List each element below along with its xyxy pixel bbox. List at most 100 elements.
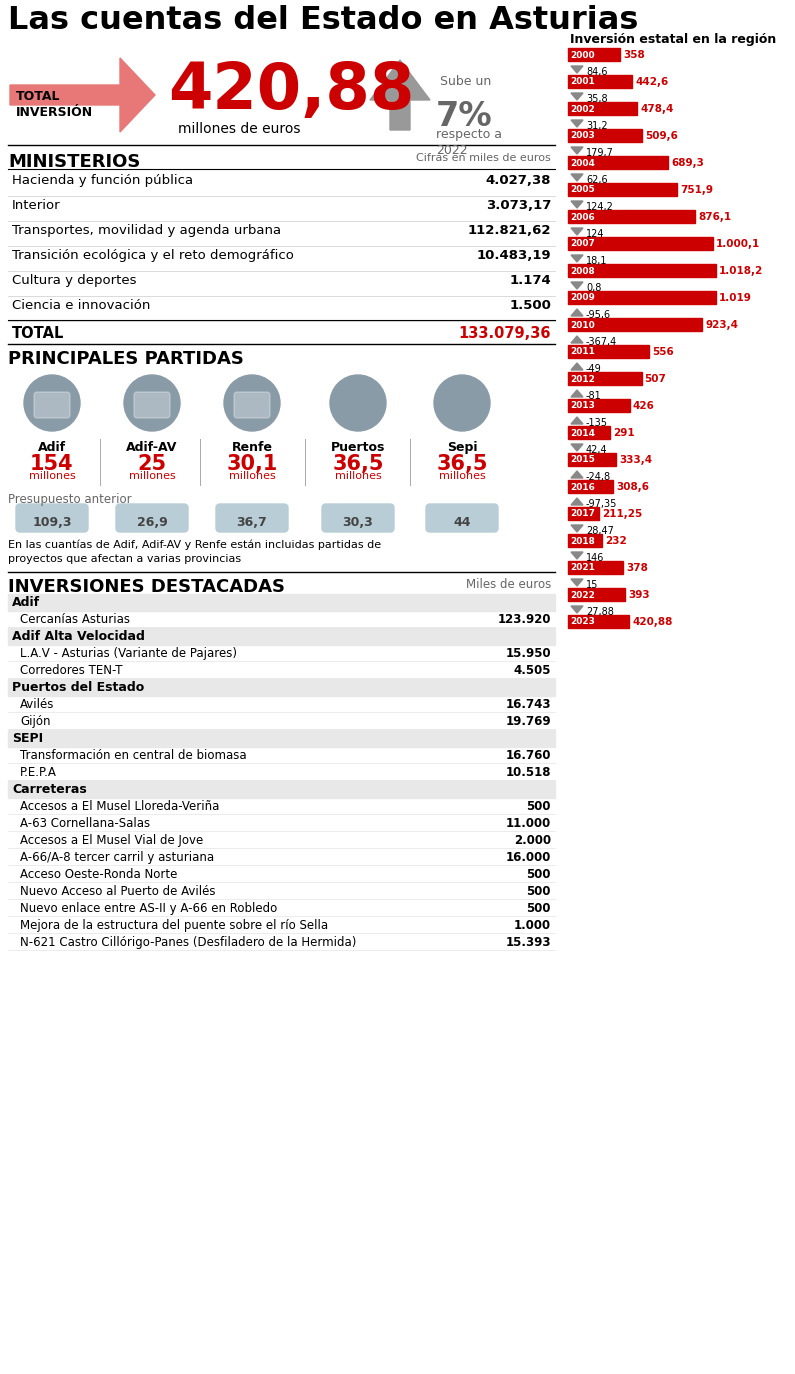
Text: Nuevo enlace entre AS-II y A-66 en Robledo: Nuevo enlace entre AS-II y A-66 en Roble… [20,901,277,915]
Text: 876,1: 876,1 [698,212,731,223]
Text: 211,25: 211,25 [602,508,642,519]
Text: 378: 378 [626,563,648,573]
Text: Cercanías Asturias: Cercanías Asturias [20,613,130,627]
Text: 2017: 2017 [570,510,595,518]
Text: Adif: Adif [38,441,66,453]
Bar [568,264,716,278]
Text: millones: millones [439,471,486,481]
Text: millones: millones [229,471,275,481]
Text: Presupuesto anterior: Presupuesto anterior [8,493,132,506]
Text: 426: 426 [633,401,655,411]
Text: 10.483,19: 10.483,19 [476,249,551,262]
Text: 19.769: 19.769 [506,714,551,728]
Bar [568,480,613,493]
Polygon shape [571,228,583,235]
Text: Las cuentas del Estado en Asturias: Las cuentas del Estado en Asturias [8,5,638,36]
Bar [568,588,625,600]
Text: 1.174: 1.174 [510,273,551,287]
Text: 44: 44 [453,517,471,529]
Bar [568,317,702,331]
Text: -95,6: -95,6 [586,311,611,320]
Text: Cultura y deportes: Cultura y deportes [12,273,137,287]
Text: 11.000: 11.000 [506,818,551,830]
Text: 179,7: 179,7 [586,148,614,158]
Bar [8,780,555,798]
Text: Acceso Oeste-Ronda Norte: Acceso Oeste-Ronda Norte [20,868,177,881]
Text: 109,3: 109,3 [33,517,72,529]
Text: 2008: 2008 [570,267,595,276]
Text: 25: 25 [138,453,167,474]
Circle shape [124,375,180,431]
Text: 2.000: 2.000 [514,834,551,846]
Bar [568,236,713,250]
Bar [568,210,696,223]
Text: 30,3: 30,3 [343,517,374,529]
Text: -49: -49 [586,364,602,374]
Bar [568,561,623,574]
Polygon shape [571,120,583,126]
Bar [8,679,555,697]
Text: Puertos: Puertos [331,441,386,453]
Text: INVERSIONES DESTACADAS: INVERSIONES DESTACADAS [8,578,285,596]
Text: 62,6: 62,6 [586,174,607,185]
Text: 478,4: 478,4 [641,104,674,114]
Text: 500: 500 [526,885,551,899]
Polygon shape [571,201,583,207]
Text: 2010: 2010 [570,320,595,330]
Text: Transportes, movilidad y agenda urbana: Transportes, movilidad y agenda urbana [12,224,281,236]
Text: 16.743: 16.743 [506,698,551,710]
Text: 500: 500 [526,868,551,881]
Text: 2007: 2007 [570,239,595,249]
Text: PRINCIPALES PARTIDAS: PRINCIPALES PARTIDAS [8,350,244,368]
Text: 30,1: 30,1 [227,453,277,474]
Text: 2001: 2001 [570,77,595,87]
Text: 2009: 2009 [570,294,595,302]
Text: 112.821,62: 112.821,62 [467,224,551,236]
Bar [568,453,616,466]
Text: 333,4: 333,4 [619,455,653,464]
Text: A-63 Cornellana-Salas: A-63 Cornellana-Salas [20,818,150,830]
Text: TOTAL: TOTAL [12,326,64,341]
Text: 15: 15 [586,580,599,589]
Text: Carreteras: Carreteras [12,783,87,796]
Text: 2014: 2014 [570,429,595,437]
Text: respecto a
2022: respecto a 2022 [436,128,502,157]
Text: 1.019: 1.019 [719,293,752,304]
Polygon shape [571,578,583,585]
Polygon shape [571,363,583,370]
Text: 0,8: 0,8 [586,283,601,293]
Polygon shape [571,282,583,289]
Bar [8,730,555,747]
FancyBboxPatch shape [34,392,70,418]
Text: Adif-AV: Adif-AV [126,441,178,453]
Text: -367,4: -367,4 [586,337,617,348]
Text: 2002: 2002 [570,104,595,114]
Text: 15.950: 15.950 [506,647,551,660]
Polygon shape [571,552,583,559]
Text: 35,8: 35,8 [586,93,607,104]
Text: 2000: 2000 [570,51,595,59]
Polygon shape [571,147,583,154]
Text: 146: 146 [586,552,604,563]
Text: Puertos del Estado: Puertos del Estado [12,682,144,694]
Text: 2023: 2023 [570,617,595,627]
Bar [568,616,629,628]
Text: 133.079,36: 133.079,36 [459,326,551,341]
Text: 16.760: 16.760 [506,749,551,763]
Text: millones: millones [335,471,382,481]
Bar [568,102,638,115]
Text: 26,9: 26,9 [137,517,168,529]
Bar [568,345,649,359]
Text: 420,88: 420,88 [632,617,673,627]
Text: 42,4: 42,4 [586,445,607,455]
Text: Transición ecológica y el reto demográfico: Transición ecológica y el reto demográfi… [12,249,294,262]
Text: Sepi: Sepi [447,441,477,453]
Polygon shape [571,93,583,100]
Text: Interior: Interior [12,199,60,212]
Text: A-66/A-8 tercer carril y asturiana: A-66/A-8 tercer carril y asturiana [20,851,214,864]
Text: 36,5: 36,5 [332,453,384,474]
Circle shape [24,375,80,431]
Text: TOTAL
INVERSIÓN: TOTAL INVERSIÓN [16,91,93,120]
Text: Hacienda y función pública: Hacienda y función pública [12,174,193,187]
Text: 751,9: 751,9 [681,185,713,195]
